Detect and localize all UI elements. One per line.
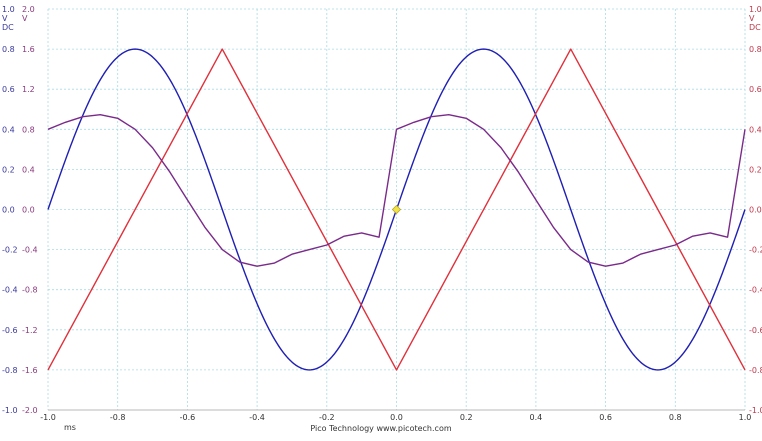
y-tick-label-outer: 0.8: [2, 45, 15, 54]
footer-credit: Pico Technology www.picotech.com: [310, 424, 451, 433]
axis-unit-label: V: [22, 14, 28, 23]
y-tick-label-inner: 1.2: [22, 85, 35, 94]
y-tick-label-inner: 0.8: [22, 125, 35, 134]
y-tick-label-inner: -1.6: [22, 366, 38, 375]
series-line-triangle: [47, 48, 746, 371]
y-tick-label-right: 0.6: [749, 85, 762, 94]
y-tick-label-right: 1.0: [749, 5, 762, 14]
y-tick-label-inner: -0.4: [22, 246, 38, 255]
y-tick-label-inner: 0.4: [22, 165, 35, 174]
x-tick-label: -0.8: [110, 413, 126, 422]
x-tick-label: 0.4: [530, 413, 543, 422]
y-tick-label-right: 0.2: [749, 165, 762, 174]
y-tick-label-right: -1.0: [749, 406, 762, 415]
y-tick-label-inner: -0.8: [22, 286, 38, 295]
x-tick-label: -0.6: [180, 413, 196, 422]
y-tick-label-outer: 0.0: [2, 206, 15, 215]
x-axis-label: ms: [64, 423, 76, 432]
x-tick-label: 0.8: [669, 413, 682, 422]
series-line-sum: [47, 113, 746, 267]
axis-coupling-label: DC: [749, 23, 761, 32]
axis-unit-label: V: [749, 14, 755, 23]
axis-coupling-label: DC: [2, 23, 14, 32]
y-tick-label-inner: 2.0: [22, 5, 35, 14]
y-tick-label-inner: 1.6: [22, 45, 35, 54]
y-tick-label-outer: -1.0: [2, 406, 18, 415]
y-tick-label-right: 0.4: [749, 125, 762, 134]
y-tick-label-outer: 1.0: [2, 5, 15, 14]
y-tick-label-right: -0.6: [749, 326, 762, 335]
y-tick-label-outer: -0.6: [2, 326, 18, 335]
y-tick-label-outer: -0.4: [2, 286, 18, 295]
x-tick-label: -0.4: [249, 413, 265, 422]
y-tick-label-right: 0.8: [749, 45, 762, 54]
x-tick-label: -0.2: [319, 413, 335, 422]
x-tick-label: 0.0: [390, 413, 403, 422]
x-tick-label: -1.0: [40, 413, 56, 422]
y-tick-label-outer: 0.4: [2, 125, 15, 134]
y-tick-label-right: -0.4: [749, 286, 762, 295]
x-tick-label: 0.2: [460, 413, 473, 422]
x-tick-label: 0.6: [599, 413, 612, 422]
y-tick-label-right: -0.8: [749, 366, 762, 375]
y-tick-label-inner: -1.2: [22, 326, 38, 335]
x-tick-label: 1.0: [739, 413, 752, 422]
trigger-marker-icon[interactable]: [391, 204, 402, 215]
y-tick-label-inner: -2.0: [22, 406, 38, 415]
y-tick-label-outer: -0.2: [2, 246, 18, 255]
y-tick-label-inner: 0.0: [22, 206, 35, 215]
y-tick-label-outer: 0.2: [2, 165, 15, 174]
y-tick-label-right: -0.2: [749, 246, 762, 255]
y-tick-label-outer: -0.8: [2, 366, 18, 375]
y-tick-label-outer: 0.6: [2, 85, 15, 94]
axis-unit-label: V: [2, 14, 8, 23]
y-tick-label-right: 0.0: [749, 206, 762, 215]
